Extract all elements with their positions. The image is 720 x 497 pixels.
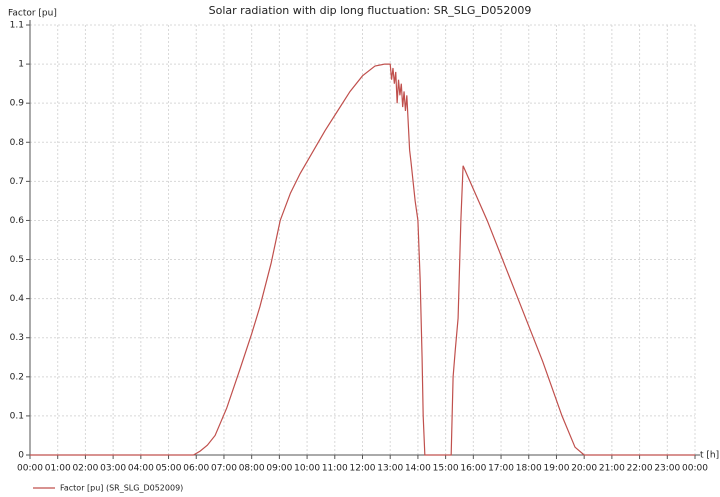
y-tick-label: 0.5 <box>10 255 24 265</box>
x-tick-label: 12:00 <box>350 464 376 474</box>
x-axis-label: t [h] <box>700 451 719 461</box>
x-tick-label: 16:00 <box>460 464 486 474</box>
y-tick-label: 0.8 <box>10 138 25 148</box>
y-tick-label: 0.1 <box>10 411 24 421</box>
x-tick-label: 05:00 <box>156 464 182 474</box>
y-tick-label: 0 <box>18 451 24 461</box>
series-line <box>30 63 695 456</box>
x-tick-label: 00:00 <box>17 464 43 474</box>
x-tick-label: 15:00 <box>433 464 459 474</box>
y-tick-label: 0.4 <box>10 294 25 304</box>
x-tick-label: 06:00 <box>183 464 209 474</box>
x-tick-label: 22:00 <box>627 464 653 474</box>
x-tick-label: 11:00 <box>322 464 348 474</box>
x-tick-label: 07:00 <box>211 464 237 474</box>
x-tick-label: 20:00 <box>571 464 597 474</box>
x-tick-label: 19:00 <box>543 464 569 474</box>
y-tick-label: 0.3 <box>10 333 24 343</box>
y-tick-label: 0.7 <box>10 177 24 187</box>
x-tick-label: 08:00 <box>239 464 265 474</box>
x-tick-label: 21:00 <box>599 464 625 474</box>
x-tick-label: 02:00 <box>72 464 98 474</box>
x-tick-label: 01:00 <box>45 464 71 474</box>
y-axis-label: Factor [pu] <box>8 9 57 19</box>
x-tick-label: 14:00 <box>405 464 431 474</box>
y-tick-label: 1 <box>18 60 24 70</box>
x-tick-label: 17:00 <box>488 464 514 474</box>
x-tick-label: 18:00 <box>516 464 542 474</box>
x-tick-label: 23:00 <box>654 464 680 474</box>
x-tick-label: 13:00 <box>377 464 403 474</box>
x-tick-label: 10:00 <box>294 464 320 474</box>
x-tick-label: 09:00 <box>266 464 292 474</box>
y-tick-label: 1.1 <box>10 21 24 31</box>
x-tick-label: 03:00 <box>100 464 126 474</box>
y-tick-label: 0.2 <box>10 372 24 382</box>
x-tick-label: 00:00 <box>682 464 708 474</box>
y-tick-label: 0.9 <box>10 99 25 109</box>
y-tick-label: 0.6 <box>10 216 25 226</box>
legend-label: Factor [pu] (SR_SLG_D052009) <box>60 484 183 493</box>
x-tick-label: 04:00 <box>128 464 154 474</box>
chart-title: Solar radiation with dip long fluctuatio… <box>209 4 532 17</box>
